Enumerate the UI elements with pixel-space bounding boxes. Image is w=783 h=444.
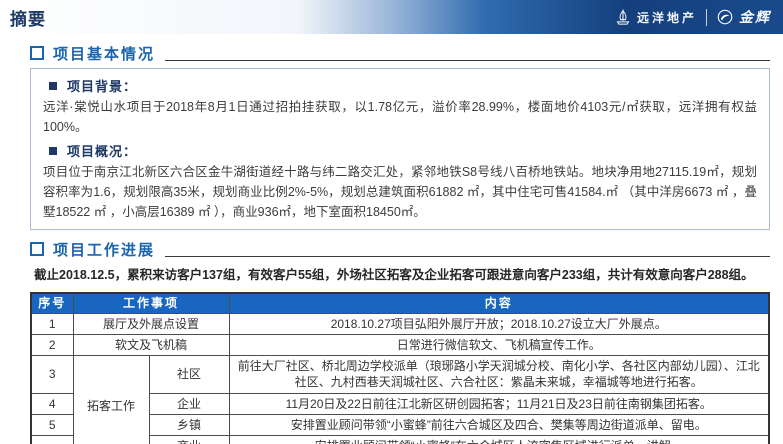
brand-sino-ocean: 远洋地产 <box>614 8 697 26</box>
cell-no: 2 <box>30 333 74 357</box>
header-content: 内容 <box>228 292 770 314</box>
cell-sub: 商业 <box>148 434 230 444</box>
cell-content: 2018.10.27项目弘阳外展厅开放；2018.10.27设立大厂外展点。 <box>228 312 770 335</box>
cell-no: 5 <box>30 413 74 436</box>
project-info-box: 项目背景： 远洋·棠悦山水项目于2018年8月1日通过招拍挂获取，以1.78亿元… <box>30 68 770 230</box>
header-bar: 摘要 远洋地产 <box>0 0 783 34</box>
cell-no <box>30 434 74 444</box>
cell-no: 4 <box>30 392 74 415</box>
table-row: 1 展厅及外展点设置 2018.10.27项目弘阳外展厅开放；2018.10.2… <box>30 312 770 335</box>
header-no: 序号 <box>30 292 74 314</box>
square-outline-icon <box>30 242 44 256</box>
sailboat-emblem-icon <box>614 8 632 26</box>
section2-title-rule <box>165 256 770 257</box>
overview-label: 项目概况： <box>67 144 138 159</box>
table-header-row: 序号 工作事项 内容 <box>30 292 770 314</box>
cell-item: 展厅及外展点设置 <box>72 312 230 335</box>
square-outline-icon <box>30 46 44 60</box>
section1-title: 项目基本情况 <box>53 45 156 63</box>
table-row: 商业 安排置业顾问带领“小蜜蜂”在六合城区人流密集区域进行派单、讲解。 <box>30 434 770 444</box>
brand-partner: 金辉 <box>716 7 771 27</box>
table-row: 2 软文及飞机稿 日常进行微信软文、飞机稿宣传工作。 <box>30 333 770 357</box>
table-row: 4 企业 11月20日及22日前往江北新区研创园拓客；11月21日及23日前往南… <box>30 392 770 415</box>
cell-content: 前往大厂社区、桥北周边学校派单（琅琊路小学天润城分校、南化小学、各社区内部幼儿园… <box>228 355 770 394</box>
square-bullet-icon <box>49 81 57 90</box>
brand-partner-label: 金辉 <box>739 9 771 25</box>
brand-sino-ocean-label: 远洋地产 <box>636 10 697 25</box>
section2-title: 项目工作进展 <box>53 241 156 259</box>
cell-group: 拓客工作 <box>72 355 150 444</box>
section2-title-row: 项目工作进展 <box>30 242 770 259</box>
work-progress-table: 序号 工作事项 内容 1 展厅及外展点设置 2018.10.27项目弘阳外展厅开… <box>30 291 770 444</box>
section1-title-row: 项目基本情况 <box>30 46 770 63</box>
circle-emblem-icon <box>716 8 734 26</box>
cell-no: 3 <box>30 355 74 394</box>
square-bullet-icon <box>49 146 57 155</box>
brand-divider <box>706 8 707 26</box>
cell-sub: 乡镇 <box>148 413 230 436</box>
brand-logos: 远洋地产 金辉 <box>614 7 771 27</box>
header-item: 工作事项 <box>72 292 230 314</box>
page-title: 摘要 <box>10 9 46 29</box>
cell-content: 安排置业顾问带领“小蜜蜂”在六合城区人流密集区域进行派单、讲解。 <box>228 434 770 444</box>
cell-sub: 社区 <box>148 355 230 394</box>
background-label: 项目背景： <box>67 79 138 94</box>
table-row: 3 拓客工作 社区 前往大厂社区、桥北周边学校派单（琅琊路小学天润城分校、南化小… <box>30 355 770 444</box>
background-text: 远洋·棠悦山水项目于2018年8月1日通过招拍挂获取，以1.78亿元，溢价率28… <box>43 100 757 134</box>
background-label-row: 项目背景： <box>41 76 759 95</box>
section1-title-rule <box>165 60 770 61</box>
cell-sub: 企业 <box>148 392 230 415</box>
cell-item: 软文及飞机稿 <box>72 333 230 357</box>
overview-text: 项目位于南京江北新区六合区金牛湖街道经十路与纬二路交汇处，紧邻地铁S8号线八百桥… <box>43 165 757 219</box>
cell-content: 11月20日及22日前往江北新区研创园拓客；11月21日及23日前往南钢集团拓客… <box>228 392 770 415</box>
overview-label-row: 项目概况： <box>41 141 759 160</box>
progress-summary: 截止2018.12.5，累积来访客户137组，有效客户55组，外场社区拓客及企业… <box>34 268 754 282</box>
cell-content: 安排置业顾问带领“小蜜蜂”前往六合城区及四合、樊集等周边街道派单、留电。 <box>228 413 770 436</box>
cell-content: 日常进行微信软文、飞机稿宣传工作。 <box>228 333 770 357</box>
cell-no: 1 <box>30 312 74 335</box>
